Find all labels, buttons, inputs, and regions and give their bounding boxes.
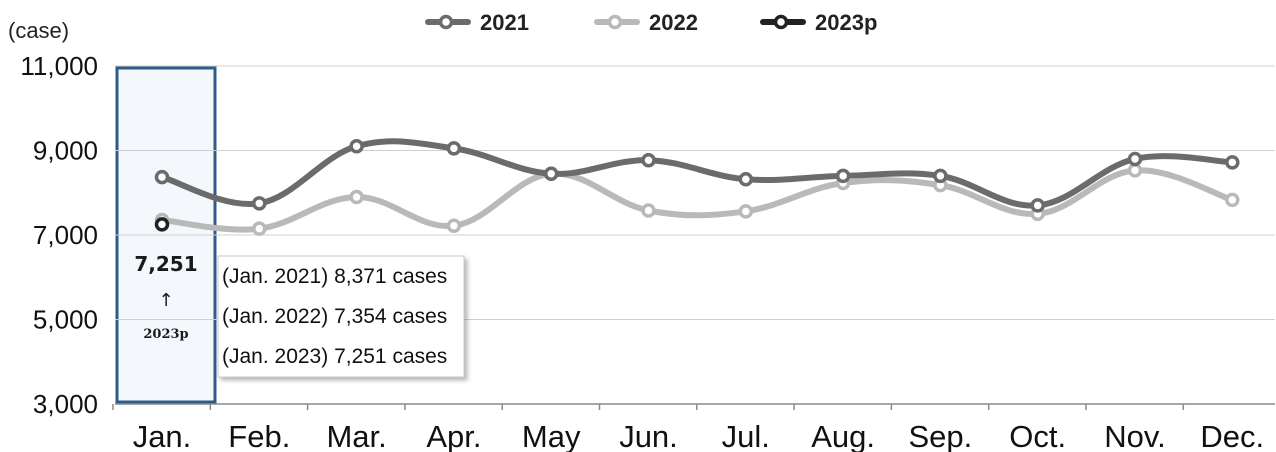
x-tick-label: Aug.: [811, 419, 875, 452]
data-point-2021-sep: [933, 168, 948, 184]
data-point-2022-mar: [349, 189, 364, 205]
legend-item-2021: 2021: [425, 10, 529, 35]
callout-line-2023: (Jan. 2023) 7,251 cases: [222, 345, 447, 368]
legend-label: 2022: [649, 10, 698, 35]
callout-background: [217, 255, 465, 378]
data-point-2022-jul: [738, 204, 754, 219]
legend-label: 2021: [480, 10, 529, 35]
series-2023p: [154, 217, 170, 232]
data-point-2021-jan: [154, 169, 170, 185]
highlight-arrow: ↑: [158, 290, 173, 311]
data-point-2021-jun: [641, 152, 656, 168]
data-point-2021-mar: [349, 139, 364, 154]
y-tick-label: 11,000: [20, 51, 98, 81]
data-point-2021-may: [543, 166, 559, 181]
data-point-2022-nov: [1127, 163, 1143, 178]
x-tick-label: Dec.: [1200, 419, 1264, 452]
callout-line-2022: (Jan. 2022) 7,354 cases: [222, 305, 447, 328]
y-tick-label: 3,000: [33, 389, 98, 419]
legend-marker-icon: [607, 14, 623, 30]
highlight-label: 2023p: [143, 327, 188, 342]
legend: 2021 2022 2023p: [425, 10, 877, 35]
series-2022: [154, 163, 1240, 236]
callout-box: (Jan. 2021) 8,371 cases (Jan. 2022) 7,35…: [217, 255, 465, 378]
y-axis-unit-label: (case): [8, 18, 69, 43]
series-line-2022: [159, 167, 1236, 233]
data-point-2022-jun: [641, 203, 656, 218]
y-tick-label: 9,000: [33, 136, 98, 166]
x-tick-label: Apr.: [426, 419, 481, 452]
data-point-2021-aug: [835, 168, 851, 184]
legend-item-2023p: 2023p: [760, 10, 877, 35]
x-tick-label: Nov.: [1104, 419, 1165, 452]
series-2021: [154, 138, 1240, 213]
x-tick-label: Jul.: [722, 419, 770, 452]
x-tick-label: Jan.: [133, 419, 192, 452]
legend-item-2022: 2022: [594, 10, 698, 35]
y-tick-label: 5,000: [33, 305, 98, 335]
data-point-2021-feb: [252, 196, 267, 211]
highlight-text-layer: 7,251 ↑ 2023p: [134, 252, 197, 342]
data-point-2022-apr: [446, 218, 462, 233]
y-tick-label: 7,000: [33, 220, 98, 250]
data-point-2022-dec: [1225, 192, 1240, 208]
axis-layer: (case) 3,000 5,000 7,000 9,000 11,000 Jan. Feb…: [8, 18, 1275, 452]
legend-marker-icon: [773, 14, 789, 30]
x-tick-label: May: [522, 419, 581, 452]
highlight-value: 7,251: [134, 252, 197, 276]
legend-marker-icon: [438, 14, 454, 30]
x-tick-label: Oct.: [1009, 419, 1066, 452]
data-point-2023p-jan: [154, 217, 170, 232]
data-point-2021-nov: [1127, 151, 1143, 167]
data-point-2021-apr: [446, 141, 462, 156]
x-tick-label: Jun.: [619, 419, 678, 452]
data-point-2021-jul: [738, 171, 754, 187]
legend-label: 2023p: [815, 10, 877, 35]
series-layer: [154, 138, 1240, 236]
data-point-2021-dec: [1225, 155, 1240, 170]
x-tick-label: Mar.: [326, 419, 386, 452]
x-tick-label: Feb.: [228, 419, 290, 452]
data-point-2022-feb: [252, 221, 267, 236]
data-point-2021-oct: [1030, 198, 1045, 213]
callout-line-2021: (Jan. 2021) 8,371 cases: [222, 265, 447, 288]
x-tick-label: Sep.: [909, 419, 973, 452]
